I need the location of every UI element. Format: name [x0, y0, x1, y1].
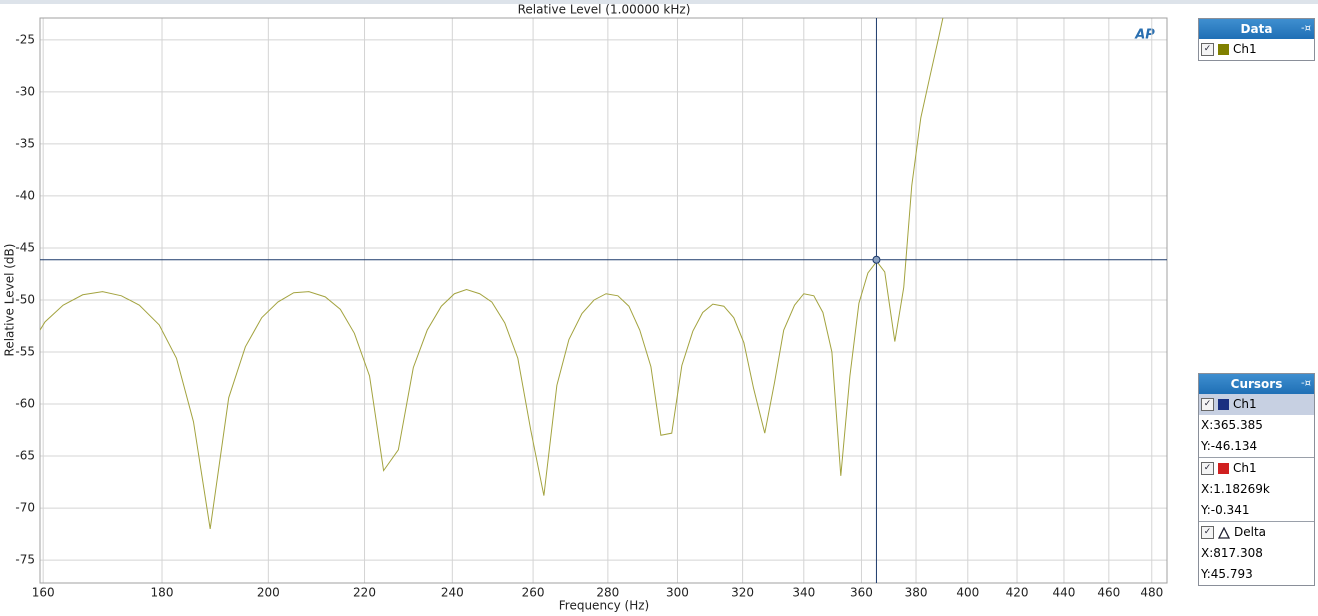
cursor-item[interactable]: ✓ Ch1 [1199, 394, 1314, 415]
y-tick-label: -45 [15, 240, 35, 254]
plot-area [40, 18, 944, 529]
x-tick-label: 440 [1053, 586, 1076, 600]
cursor-point [872, 255, 881, 264]
x-tick-label: 300 [666, 586, 689, 600]
checkbox[interactable]: ✓ [1201, 526, 1214, 539]
x-tick-label: 200 [257, 586, 280, 600]
y-tick-label: -40 [15, 188, 35, 202]
item-label: Ch1 [1233, 42, 1257, 56]
y-tick-label: -25 [15, 32, 35, 46]
y-tick-label: -65 [15, 449, 35, 463]
item-label: Ch1 [1233, 397, 1257, 411]
y-axis-label: Relative Level (dB) [3, 244, 17, 357]
swatch [1218, 44, 1229, 55]
cursor-y: Y:-0.341 [1201, 503, 1250, 517]
panel-header: Data -¤ [1199, 19, 1314, 39]
cursors-panel: Cursors -¤ ✓ Ch1 X:365.385 Y:-46.134 ✓ Ch1 … [1198, 373, 1315, 586]
y-tick-label: -55 [15, 345, 35, 359]
cursor-y: Y:45.793 [1201, 567, 1253, 581]
series-line [40, 18, 944, 529]
chart-title: Relative Level (1.00000 kHz) [518, 3, 691, 17]
swatch [1218, 399, 1229, 410]
x-tick-label: 360 [850, 586, 873, 600]
delta-icon [1218, 526, 1230, 539]
logo: AP [1134, 28, 1155, 43]
y-tick-label: -30 [15, 84, 35, 98]
panel-title: Cursors [1230, 377, 1283, 391]
x-tick-label: 420 [1006, 586, 1029, 600]
x-tick-label: 220 [353, 586, 376, 600]
panel-title: Data [1240, 22, 1273, 36]
x-tick-label: 320 [731, 586, 754, 600]
x-axis-label: Frequency (Hz) [559, 599, 650, 613]
cursor-x: X:817.308 [1201, 546, 1263, 560]
cursor-item[interactable]: ✓ Ch1 [1199, 457, 1314, 479]
checkbox[interactable]: ✓ [1201, 398, 1214, 411]
cursor-x: X:1.18269k [1201, 482, 1270, 496]
x-tick-label: 240 [441, 586, 464, 600]
panel-header: Cursors -¤ [1199, 374, 1314, 394]
chart: Relative Level (1.00000 kHz) Frequency (… [3, 3, 1168, 613]
x-tick-label: 400 [956, 586, 979, 600]
x-tick-label: 160 [32, 586, 55, 600]
plot-border [39, 17, 1168, 584]
y-tick-label: -70 [15, 501, 35, 515]
x-tick-label: 340 [792, 586, 815, 600]
y-tick-label: -75 [15, 553, 35, 567]
item-label: Ch1 [1233, 461, 1257, 475]
cursor-x: X:365.385 [1201, 418, 1263, 432]
x-tick-label: 380 [905, 586, 928, 600]
x-tick-label: 260 [522, 586, 545, 600]
x-tick-label: 460 [1097, 586, 1120, 600]
x-tick-label: 480 [1140, 586, 1163, 600]
checkbox[interactable]: ✓ [1201, 43, 1214, 56]
checkbox[interactable]: ✓ [1201, 462, 1214, 475]
data-panel: Data -¤ ✓ Ch1 [1198, 18, 1315, 61]
data-item[interactable]: ✓ Ch1 [1199, 39, 1314, 60]
swatch [1218, 463, 1229, 474]
cursor-item[interactable]: ✓ Delta [1199, 521, 1314, 543]
item-label: Delta [1234, 525, 1267, 539]
cursor-y: Y:-46.134 [1201, 439, 1258, 453]
x-tick-label: 280 [596, 586, 619, 600]
top-strip [0, 0, 1318, 4]
x-tick-label: 180 [151, 586, 174, 600]
y-tick-label: -35 [15, 136, 35, 150]
y-tick-label: -60 [15, 397, 35, 411]
y-tick-label: -50 [15, 292, 35, 306]
